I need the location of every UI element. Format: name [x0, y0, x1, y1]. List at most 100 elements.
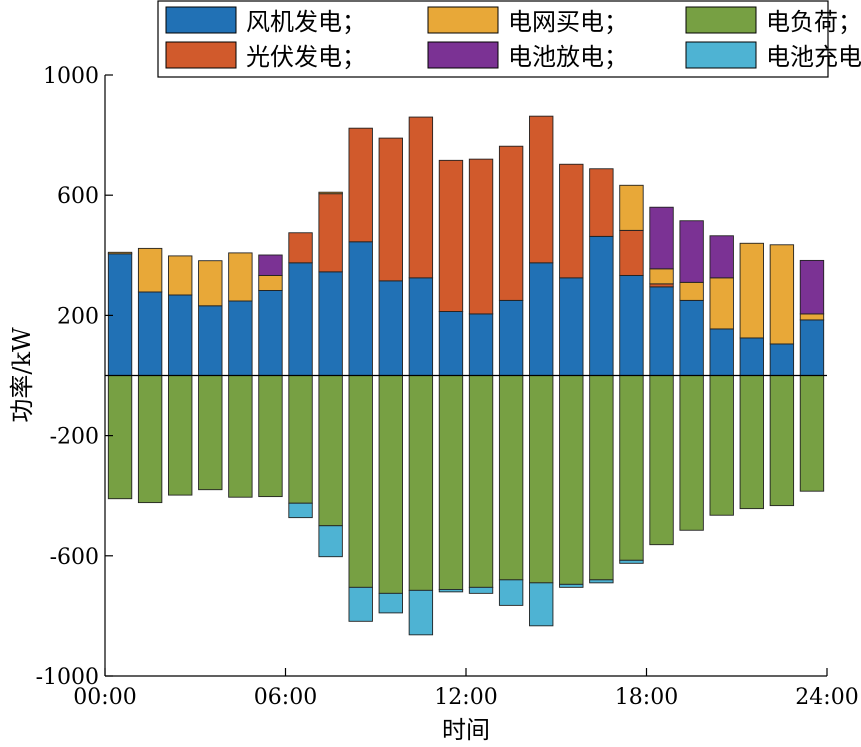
bar-load-h23: [769, 375, 795, 507]
bar-load-h20: [679, 375, 704, 531]
legend-swatch-5: [685, 41, 757, 69]
x-axis-label: 时间: [442, 716, 490, 744]
y-tick-label: -600: [50, 545, 99, 570]
bar-load-h17: [589, 375, 614, 581]
bar-grid-h24: [799, 313, 825, 321]
x-tick-label: 06:00: [254, 685, 317, 710]
legend-swatch-0: [165, 6, 237, 34]
x-tick-label: 18:00: [615, 685, 678, 710]
bar-wind-h20: [679, 299, 704, 376]
legend-label-3: 光伏发电；: [246, 43, 366, 71]
y-tick-label: 600: [57, 184, 99, 209]
bar-grid-h4: [198, 260, 223, 307]
bar-batt_dis-h21: [709, 235, 734, 279]
bar-wind-h7: [288, 262, 313, 376]
bar-load-h7: [288, 375, 313, 504]
bar-pv-h11: [408, 116, 434, 279]
x-tick-label: 24:00: [795, 685, 858, 710]
bar-batt_chg-h9: [348, 586, 373, 622]
bars-group: [107, 115, 825, 636]
bar-pv-h12: [438, 159, 464, 312]
legend-label-5: 电池充电: [766, 43, 861, 71]
bar-wind-h12: [438, 311, 464, 376]
bar-batt_chg-h10: [378, 592, 403, 614]
bar-grid-h3: [168, 255, 193, 296]
legend-swatch-1: [427, 6, 499, 34]
bar-load-h4: [198, 375, 223, 491]
bar-grid-h5: [228, 252, 253, 302]
bar-pv-h9: [348, 127, 373, 243]
bar-wind-h16: [559, 277, 584, 376]
bar-load-h8: [318, 375, 343, 527]
bar-pv-h13: [468, 158, 494, 315]
legend-label-1: 电网买电；: [508, 8, 628, 36]
bar-load-h13: [468, 375, 494, 588]
bar-load-h1: [107, 375, 133, 500]
bar-load-h16: [559, 375, 584, 585]
bar-wind-h5: [228, 300, 253, 376]
bar-pv-h15: [529, 115, 554, 264]
y-tick-label: -200: [50, 425, 99, 450]
bar-wind-h23: [769, 343, 795, 376]
bar-grid-h8: [318, 191, 343, 195]
x-tick-label: 12:00: [434, 685, 497, 710]
bar-wind-h14: [498, 299, 524, 376]
bar-wind-h4: [198, 305, 223, 376]
bar-load-h12: [438, 375, 464, 590]
x-ticks-group: 00:00 06:00 12:00 18:00 24:00: [73, 668, 859, 710]
bar-pv-h19: [649, 283, 674, 288]
bar-load-h9: [348, 375, 373, 588]
bar-load-h19: [649, 375, 674, 546]
bar-load-h3: [168, 375, 193, 496]
bar-batt_chg-h11: [408, 589, 434, 636]
bar-batt_chg-h12: [438, 589, 464, 593]
bar-wind-h2: [137, 291, 163, 376]
y-axis-label: 功率/kW: [8, 327, 36, 423]
bar-pv-h7: [288, 232, 313, 264]
bar-batt_chg-h16: [559, 583, 584, 588]
y-ticks-group: 1000 600 200 -200 -600 -1000: [36, 64, 113, 690]
bar-wind-h21: [709, 328, 734, 376]
bar-batt_chg-h13: [468, 586, 494, 594]
bar-pv-h8: [318, 193, 343, 273]
bar-wind-h11: [408, 277, 434, 376]
bar-wind-h19: [649, 286, 674, 376]
bar-wind-h1: [107, 253, 133, 376]
bar-load-h15: [529, 375, 554, 584]
bar-batt_chg-h7: [288, 502, 313, 519]
y-tick-label: 1000: [43, 64, 99, 89]
bar-wind-h3: [168, 294, 193, 376]
bar-batt_chg-h15: [529, 582, 554, 627]
bar-load-h5: [228, 375, 253, 498]
bar-load-h22: [739, 375, 764, 510]
bar-pv-h17: [589, 168, 614, 237]
y-tick-label: 200: [57, 304, 99, 329]
bar-grid-h21: [709, 277, 734, 330]
bar-pv-h18: [619, 229, 644, 276]
bar-load-h10: [378, 375, 403, 594]
legend-label-0: 风机发电；: [246, 8, 366, 36]
legend-swatch-3: [165, 41, 237, 69]
bar-load-h24: [799, 375, 825, 492]
bar-wind-h6: [258, 290, 283, 376]
bar-wind-h22: [739, 337, 764, 376]
bar-load-h21: [709, 375, 734, 516]
legend-swatch-2: [685, 6, 757, 34]
bar-grid-h18: [619, 184, 644, 231]
bar-load-h11: [408, 375, 434, 591]
bar-wind-h8: [318, 271, 343, 376]
bar-pv-h10: [378, 137, 403, 282]
bar-wind-h9: [348, 241, 373, 376]
bar-grid-h22: [739, 242, 764, 339]
bar-batt_dis-h20: [679, 220, 704, 283]
bar-batt_dis-h6: [258, 254, 283, 276]
bar-load-h14: [498, 375, 524, 581]
legend: 风机发电； 电网买电； 电负荷； 光伏发电； 电池放电； 电池充电: [157, 0, 861, 78]
legend-label-2: 电负荷；: [766, 8, 861, 36]
x-tick-label: 00:00: [73, 685, 136, 710]
bar-grid-h6: [258, 274, 283, 291]
bar-wind-h15: [529, 262, 554, 376]
plot-area: 1000 600 200 -200 -600 -1000 00:00 06:00 12:00 1…: [36, 64, 859, 710]
bar-load-h6: [258, 375, 283, 498]
